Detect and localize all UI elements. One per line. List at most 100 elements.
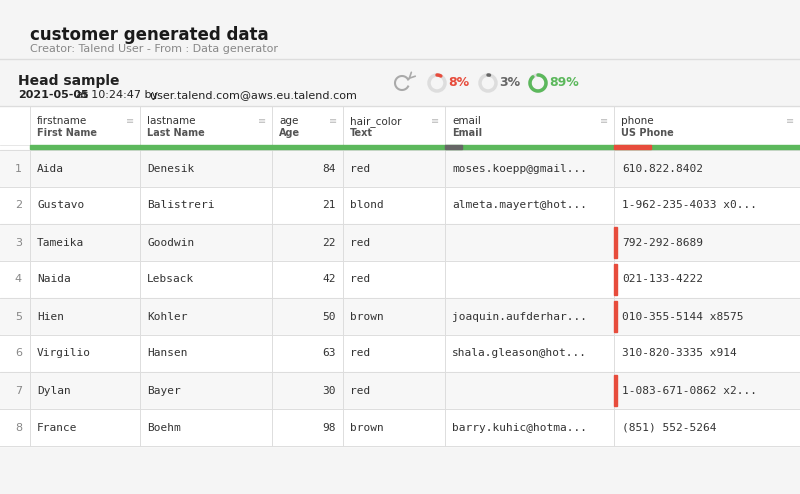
Text: hair_color: hair_color bbox=[350, 116, 402, 127]
Text: Last Name: Last Name bbox=[147, 128, 205, 138]
Text: 610.822.8402: 610.822.8402 bbox=[622, 164, 703, 173]
Text: barry.kuhic@hotma...: barry.kuhic@hotma... bbox=[452, 422, 587, 433]
Text: Naida: Naida bbox=[37, 275, 70, 285]
Text: 5: 5 bbox=[15, 312, 22, 322]
Text: Text: Text bbox=[350, 128, 373, 138]
Bar bbox=[614, 145, 651, 149]
Text: Lebsack: Lebsack bbox=[147, 275, 194, 285]
Text: 21: 21 bbox=[322, 201, 336, 210]
Text: 2: 2 bbox=[15, 201, 22, 210]
Text: 3: 3 bbox=[15, 238, 22, 247]
Text: red: red bbox=[350, 164, 370, 173]
Text: Tameika: Tameika bbox=[37, 238, 84, 247]
Text: 63: 63 bbox=[322, 348, 336, 359]
Text: Email: Email bbox=[452, 128, 482, 138]
Text: 4: 4 bbox=[15, 275, 22, 285]
Text: red: red bbox=[350, 385, 370, 396]
Text: Denesik: Denesik bbox=[147, 164, 194, 173]
Text: 8%: 8% bbox=[448, 77, 469, 89]
Text: blond: blond bbox=[350, 201, 384, 210]
Text: joaquin.aufderhar...: joaquin.aufderhar... bbox=[452, 312, 587, 322]
Text: 30: 30 bbox=[322, 385, 336, 396]
Bar bbox=[0, 372, 800, 409]
Text: (851) 552-5264: (851) 552-5264 bbox=[622, 422, 717, 433]
Bar bbox=[0, 0, 800, 59]
Bar bbox=[343, 145, 445, 149]
Text: Head sample: Head sample bbox=[18, 74, 119, 88]
Bar bbox=[614, 227, 617, 258]
Text: ≡: ≡ bbox=[431, 116, 439, 126]
Text: lastname: lastname bbox=[147, 116, 195, 126]
Text: Age: Age bbox=[279, 128, 300, 138]
Text: 1-083-671-0862 x2...: 1-083-671-0862 x2... bbox=[622, 385, 757, 396]
Text: Aida: Aida bbox=[37, 164, 64, 173]
Text: 2021-05-05: 2021-05-05 bbox=[18, 90, 89, 100]
Bar bbox=[445, 145, 614, 149]
Text: Goodwin: Goodwin bbox=[147, 238, 194, 247]
Text: ≡: ≡ bbox=[786, 116, 794, 126]
Bar bbox=[614, 301, 617, 332]
Bar bbox=[30, 145, 140, 149]
Text: ≡: ≡ bbox=[600, 116, 608, 126]
Text: 42: 42 bbox=[322, 275, 336, 285]
Bar bbox=[0, 106, 800, 446]
Text: ≡: ≡ bbox=[258, 116, 266, 126]
Text: Boehm: Boehm bbox=[147, 422, 181, 433]
Text: US Phone: US Phone bbox=[621, 128, 674, 138]
Text: 310-820-3335 x914: 310-820-3335 x914 bbox=[622, 348, 737, 359]
Bar bbox=[614, 375, 617, 406]
Text: brown: brown bbox=[350, 422, 384, 433]
Text: Virgilio: Virgilio bbox=[37, 348, 91, 359]
Text: red: red bbox=[350, 238, 370, 247]
Text: 1: 1 bbox=[15, 164, 22, 173]
Text: age: age bbox=[279, 116, 298, 126]
Bar bbox=[0, 261, 800, 298]
Text: brown: brown bbox=[350, 312, 384, 322]
Text: user.talend.com@aws.eu.talend.com: user.talend.com@aws.eu.talend.com bbox=[150, 90, 357, 100]
Bar bbox=[0, 298, 800, 335]
Text: at 10:24:47 by: at 10:24:47 by bbox=[73, 90, 162, 100]
Bar bbox=[0, 409, 800, 446]
Text: Hien: Hien bbox=[37, 312, 64, 322]
Bar bbox=[140, 145, 272, 149]
Text: 8: 8 bbox=[15, 422, 22, 433]
Text: Kohler: Kohler bbox=[147, 312, 187, 322]
Text: ≡: ≡ bbox=[126, 116, 134, 126]
Bar bbox=[0, 150, 800, 187]
Text: almeta.mayert@hot...: almeta.mayert@hot... bbox=[452, 201, 587, 210]
Text: customer generated data: customer generated data bbox=[30, 26, 269, 44]
Text: email: email bbox=[452, 116, 481, 126]
Text: red: red bbox=[350, 348, 370, 359]
Bar bbox=[0, 187, 800, 224]
Text: Dylan: Dylan bbox=[37, 385, 70, 396]
Text: Bayer: Bayer bbox=[147, 385, 181, 396]
Bar bbox=[0, 224, 800, 261]
Text: Hansen: Hansen bbox=[147, 348, 187, 359]
Text: red: red bbox=[350, 275, 370, 285]
Bar bbox=[445, 145, 462, 149]
Text: firstname: firstname bbox=[37, 116, 87, 126]
Bar bbox=[614, 264, 617, 295]
Text: 22: 22 bbox=[322, 238, 336, 247]
Text: 98: 98 bbox=[322, 422, 336, 433]
Text: Balistreri: Balistreri bbox=[147, 201, 214, 210]
Bar bbox=[614, 145, 800, 149]
Text: 50: 50 bbox=[322, 312, 336, 322]
Text: phone: phone bbox=[621, 116, 654, 126]
Text: First Name: First Name bbox=[37, 128, 97, 138]
Text: Gustavo: Gustavo bbox=[37, 201, 84, 210]
Text: 3%: 3% bbox=[499, 77, 520, 89]
Text: 010-355-5144 x8575: 010-355-5144 x8575 bbox=[622, 312, 743, 322]
Text: shala.gleason@hot...: shala.gleason@hot... bbox=[452, 348, 587, 359]
Text: 6: 6 bbox=[15, 348, 22, 359]
Text: 89%: 89% bbox=[549, 77, 578, 89]
Text: ≡: ≡ bbox=[329, 116, 337, 126]
Bar bbox=[272, 145, 343, 149]
Text: 792-292-8689: 792-292-8689 bbox=[622, 238, 703, 247]
Text: 7: 7 bbox=[15, 385, 22, 396]
Text: 1-962-235-4033 x0...: 1-962-235-4033 x0... bbox=[622, 201, 757, 210]
Text: France: France bbox=[37, 422, 78, 433]
Text: Creator: Talend User - From : Data generator: Creator: Talend User - From : Data gener… bbox=[30, 44, 278, 54]
Text: 021-133-4222: 021-133-4222 bbox=[622, 275, 703, 285]
Bar bbox=[0, 59, 800, 106]
